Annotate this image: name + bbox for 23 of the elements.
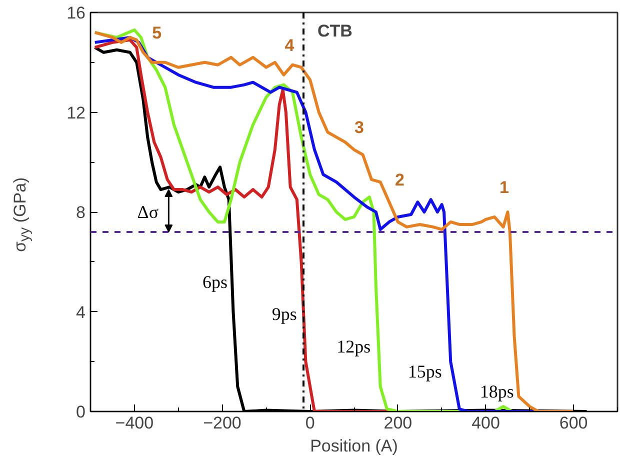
x-tick-label: 600 xyxy=(559,414,588,432)
y-tick-label: 8 xyxy=(76,203,86,222)
annotation: 9ps xyxy=(272,304,297,324)
y-tick-label: 12 xyxy=(66,103,86,122)
x-tick-label: −200 xyxy=(203,414,242,432)
x-axis-title: Position (A) xyxy=(310,436,398,456)
y-tick-label: 4 xyxy=(76,302,86,322)
annotation: 6ps xyxy=(202,272,228,292)
annotation: 5 xyxy=(152,23,162,42)
x-tick-label: 0 xyxy=(305,414,315,432)
ref-line-label: CTB xyxy=(317,22,352,40)
annotation: 4 xyxy=(284,36,295,55)
x-tick-label: −400 xyxy=(115,414,154,432)
x-tick-label: 200 xyxy=(384,414,412,432)
annotation: 18ps xyxy=(480,382,514,402)
x-tick-label: 400 xyxy=(472,414,500,432)
annotation: 3 xyxy=(354,118,364,138)
annotation: 15ps xyxy=(408,362,442,382)
annotation: Δσ xyxy=(137,202,159,222)
annotation: 2 xyxy=(394,170,404,190)
annotation: 12ps xyxy=(336,336,371,357)
y-tick-label: 16 xyxy=(66,4,86,22)
annotation: 1 xyxy=(499,178,509,198)
